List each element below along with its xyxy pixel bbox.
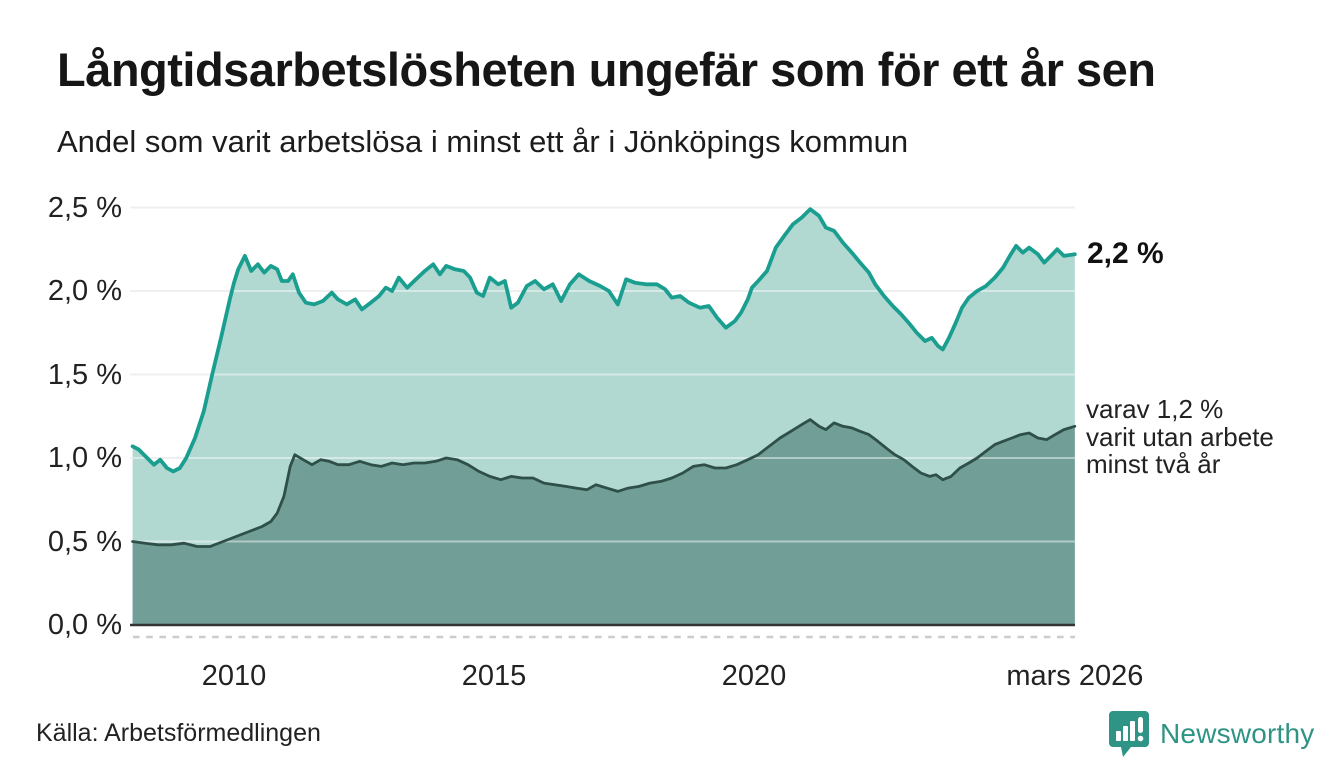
series-end-label-subset: varav 1,2 % varit utan arbete minst två … bbox=[1086, 394, 1274, 479]
y-tick-label: 1,5 % bbox=[47, 358, 122, 391]
x-tick-label: 2015 bbox=[461, 660, 527, 692]
series-end-label-subset-line2: varit utan arbete bbox=[1086, 421, 1274, 452]
subset-line bbox=[131, 418, 1077, 548]
total-line bbox=[130, 207, 1077, 474]
x-tick-label: mars 2026 bbox=[1006, 660, 1144, 692]
series-end-label-subset-line3: minst två år bbox=[1086, 449, 1221, 479]
newsworthy-logo-icon bbox=[1109, 711, 1149, 757]
newsworthy-logo-text: Newsworthy bbox=[1160, 718, 1315, 749]
y-tick-label: 0,5 % bbox=[47, 525, 122, 558]
y-tick-label: 1,0 % bbox=[47, 442, 122, 474]
newsworthy-logo: Newsworthy bbox=[1108, 708, 1314, 760]
y-tick-label: 0,0 % bbox=[47, 609, 122, 641]
source-credit: Källa: Arbetsförmedlingen bbox=[36, 719, 321, 747]
series-end-label-subset-line1: varav 1,2 % bbox=[1086, 394, 1224, 424]
chart-subtitle: Andel som varit arbetslösa i minst ett å… bbox=[57, 124, 909, 159]
series-end-label-total: 2,2 % bbox=[1087, 237, 1164, 270]
subset-area bbox=[132, 419, 1075, 625]
y-tick-label: 2,0 % bbox=[47, 275, 122, 307]
y-tick-label: 2,5 % bbox=[47, 191, 122, 224]
x-tick-label: 2020 bbox=[721, 660, 787, 692]
page-title: Långtidsarbetslösheten ungefär som för e… bbox=[57, 43, 1156, 96]
x-tick-label: 2010 bbox=[201, 660, 267, 692]
